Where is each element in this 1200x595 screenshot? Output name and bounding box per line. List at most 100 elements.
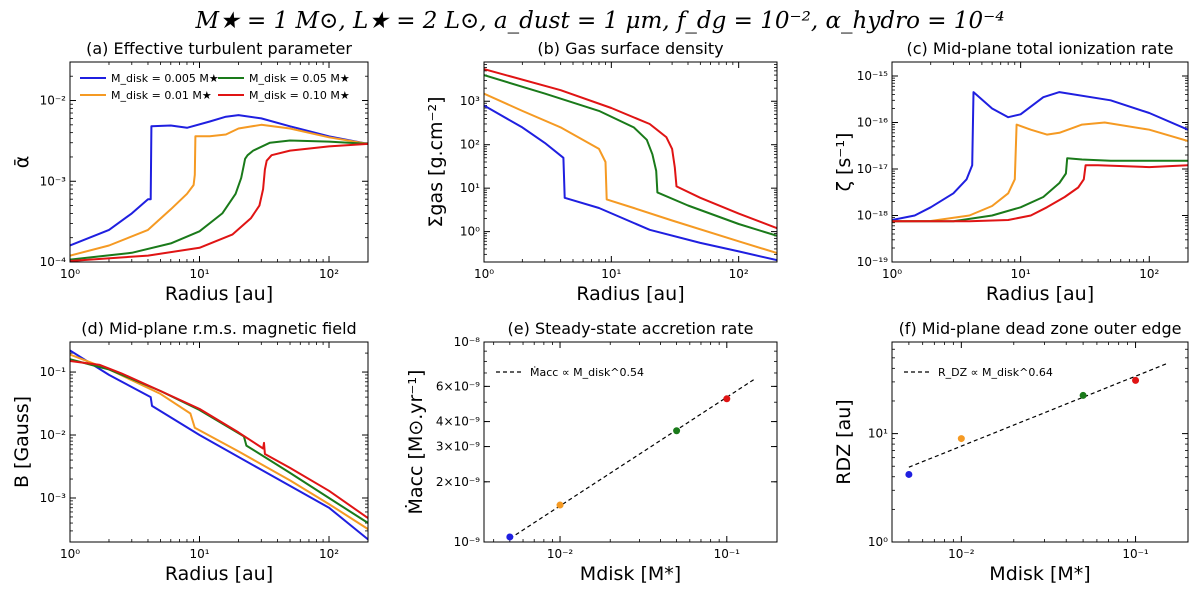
panel-title: (a) Effective turbulent parameter bbox=[86, 39, 352, 58]
series-line-1 bbox=[70, 114, 368, 247]
y-tick-label: 4×10⁻⁹ bbox=[436, 415, 480, 429]
y-tick-label: 10⁻⁹ bbox=[454, 535, 481, 549]
y-tick-label: 10⁻⁴ bbox=[40, 255, 67, 269]
x-tick-label: 10⁻² bbox=[547, 547, 574, 561]
plot-area bbox=[506, 377, 757, 541]
y-tick-label: 10⁻¹⁹ bbox=[857, 255, 888, 269]
legend: R_DZ ∝ M_disk^0.64 bbox=[904, 366, 1053, 379]
x-tick-label: 10⁻² bbox=[948, 547, 975, 561]
y-tick-label: 10⁻¹ bbox=[40, 365, 67, 379]
x-tick-label: 10⁰ bbox=[60, 267, 80, 281]
y-axis-label: RDZ [au] bbox=[833, 399, 855, 484]
axes-frame bbox=[891, 341, 1189, 543]
axes-frame bbox=[69, 341, 369, 543]
data-point-1 bbox=[506, 533, 514, 541]
x-axis-label: Radius [au] bbox=[576, 283, 684, 305]
x-tick-label: 10² bbox=[319, 267, 339, 281]
panel-f: (f) Mid-plane dead zone outer edge 10⁻² 10… bbox=[833, 319, 1189, 585]
legend-label: M_disk = 0.10 M★ bbox=[249, 89, 350, 102]
data-point-2 bbox=[556, 501, 564, 509]
panel-d: (d) Mid-plane r.m.s. magnetic field 10⁰ 10… bbox=[11, 319, 369, 585]
x-tick-label: 10⁰ bbox=[882, 267, 902, 281]
panel-title: (d) Mid-plane r.m.s. magnetic field bbox=[81, 319, 356, 338]
y-axis-label: B [Gauss] bbox=[11, 396, 33, 488]
series-line-2 bbox=[70, 123, 368, 257]
fit-line bbox=[908, 363, 1167, 468]
panel-title: (f) Mid-plane dead zone outer edge bbox=[899, 319, 1182, 338]
figure-title: M★ = 1 M⊙, L★ = 2 L⊙, a_dust = 1 μm, f_d… bbox=[195, 8, 1005, 34]
minor-ticks bbox=[892, 62, 1188, 262]
data-point-3 bbox=[673, 427, 681, 435]
panel-e: (e) Steady-state accretion rate 10⁻² 10⁻¹ 1… bbox=[404, 319, 778, 585]
y-axis-label: ζ [s⁻¹] bbox=[833, 133, 855, 192]
y-tick-label: 10⁻¹⁶ bbox=[857, 115, 888, 129]
legend-label: R_DZ ∝ M_disk^0.64 bbox=[938, 366, 1053, 379]
series-line-3 bbox=[70, 139, 368, 261]
y-tick-label: 10⁻¹⁷ bbox=[857, 162, 888, 176]
y-tick-label: 10² bbox=[460, 138, 480, 152]
x-tick-label: 10¹ bbox=[189, 267, 209, 281]
series-line-4 bbox=[892, 164, 1188, 223]
y-tick-label: 10⁻¹⁵ bbox=[857, 69, 888, 83]
legend-label: M_disk = 0.005 M★ bbox=[111, 72, 219, 85]
series-line-4 bbox=[70, 142, 368, 262]
data-point-4 bbox=[1132, 376, 1140, 384]
x-tick-label: 10² bbox=[1139, 267, 1159, 281]
axes-frame bbox=[483, 341, 778, 543]
x-tick-label: 10¹ bbox=[601, 267, 621, 281]
data-point-2 bbox=[957, 435, 965, 443]
legend-label: M_disk = 0.05 M★ bbox=[249, 72, 350, 85]
legend: M_disk = 0.005 M★ M_disk = 0.05 M★ M_disk … bbox=[80, 72, 350, 102]
x-axis-label: Radius [au] bbox=[165, 563, 273, 585]
x-tick-label: 10² bbox=[729, 267, 749, 281]
series-line-1 bbox=[484, 104, 777, 262]
panel-a: (a) Effective turbulent parameter 10⁰ 10¹ 1… bbox=[11, 39, 369, 305]
panels: (a) Effective turbulent parameter 10⁰ 10¹ 1… bbox=[11, 39, 1189, 585]
series-line-3 bbox=[892, 157, 1188, 223]
y-tick-label: 10³ bbox=[460, 94, 480, 108]
y-tick-label: 10¹ bbox=[460, 181, 480, 195]
panel-title: (b) Gas surface density bbox=[537, 39, 723, 58]
x-axis-label: Mdisk [M*] bbox=[989, 563, 1090, 585]
series-line-2 bbox=[70, 353, 368, 530]
series-line-3 bbox=[484, 74, 777, 237]
y-tick-label: 10¹ bbox=[868, 427, 888, 441]
y-axis-label: Ṁacc [M⊙.yr⁻¹] bbox=[404, 370, 427, 515]
plot-area bbox=[905, 363, 1167, 478]
x-axis-label: Radius [au] bbox=[165, 283, 273, 305]
plot-area bbox=[70, 349, 368, 541]
y-tick-label: 10⁻³ bbox=[40, 174, 67, 188]
y-tick-label: 10⁰ bbox=[460, 225, 480, 239]
y-tick-label: 10⁻² bbox=[40, 428, 67, 442]
x-tick-label: 10⁰ bbox=[60, 547, 80, 561]
y-tick-label: 2×10⁻⁹ bbox=[436, 475, 480, 489]
data-point-3 bbox=[1079, 391, 1087, 399]
panel-b: (b) Gas surface density 10⁰ 10¹ 10² 10⁰ 10¹ 10… bbox=[425, 39, 778, 305]
data-point-4 bbox=[723, 395, 731, 403]
x-tick-label: 10¹ bbox=[1011, 267, 1031, 281]
data-point-1 bbox=[905, 470, 913, 478]
x-axis-label: Radius [au] bbox=[986, 283, 1094, 305]
series-line-4 bbox=[70, 360, 368, 519]
x-tick-label: 10¹ bbox=[189, 547, 209, 561]
minor-ticks bbox=[484, 62, 777, 262]
legend-label: Ṁacc ∝ M_disk^0.54 bbox=[530, 366, 644, 379]
legend: Ṁacc ∝ M_disk^0.54 bbox=[496, 366, 644, 379]
series-line-2 bbox=[892, 121, 1188, 223]
y-axis-label: Σgas [g.cm⁻²] bbox=[425, 96, 447, 227]
plot-area bbox=[892, 91, 1188, 223]
x-axis-label: Mdisk [M*] bbox=[580, 563, 681, 585]
series-line-1 bbox=[70, 349, 368, 541]
y-tick-label: 6×10⁻⁹ bbox=[436, 379, 480, 393]
fit-line bbox=[509, 377, 757, 540]
y-tick-label: 10⁻¹⁸ bbox=[857, 208, 888, 222]
x-tick-label: 10² bbox=[319, 547, 339, 561]
panel-title: (e) Steady-state accretion rate bbox=[508, 319, 754, 338]
y-tick-label: 10⁻³ bbox=[40, 491, 67, 505]
axes-frame bbox=[483, 61, 778, 263]
x-tick-label: 10⁰ bbox=[474, 267, 494, 281]
y-tick-label: 10⁻² bbox=[40, 94, 67, 108]
panel-title: (c) Mid-plane total ionization rate bbox=[907, 39, 1174, 58]
